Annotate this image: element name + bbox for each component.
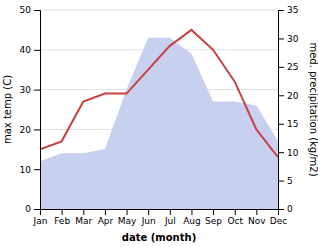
tick: Aug	[183, 209, 201, 226]
tick-label: 35	[287, 5, 298, 15]
tick: May	[118, 209, 137, 226]
y-axis: 0 10 20 30 40 50	[20, 5, 41, 214]
tick-label: 20	[20, 125, 32, 135]
tick-label: 10	[20, 165, 32, 175]
line	[40, 30, 278, 157]
tick: Sep	[205, 209, 222, 226]
tick: Jan	[33, 209, 48, 226]
grid	[40, 10, 278, 209]
tick-mark	[170, 209, 171, 215]
tick-mark	[148, 209, 149, 215]
tick: 0	[25, 204, 40, 214]
tick-label: Jul	[164, 216, 176, 226]
tick-label: 5	[287, 176, 293, 186]
tick-mark	[34, 129, 40, 130]
tick: 15	[278, 119, 298, 129]
tick: 10	[20, 165, 40, 175]
tick: Nov	[248, 209, 266, 226]
y2-axis: 0 5 10 15 20 25 30 35	[278, 5, 299, 214]
tick: 30	[20, 85, 40, 95]
tick-mark	[34, 169, 40, 170]
grid-line	[40, 10, 278, 11]
tick-mark	[278, 10, 284, 11]
tick-mark	[235, 209, 236, 215]
tick: 20	[20, 125, 40, 135]
tick-mark	[34, 90, 40, 91]
tick-mark	[278, 95, 284, 96]
tick-label: Jan	[33, 216, 48, 226]
tick: 0	[278, 204, 293, 214]
x-axis-title: date (month)	[122, 232, 196, 243]
tick-mark	[278, 152, 284, 153]
tick: Dec	[270, 209, 287, 226]
tick-mark	[62, 209, 63, 215]
tick-label: 15	[287, 119, 298, 129]
tick-mark	[34, 50, 40, 51]
tick-label: Mar	[75, 216, 92, 226]
tick-mark	[278, 181, 284, 182]
tick-mark	[278, 67, 284, 68]
tick-mark	[34, 10, 40, 11]
tick-label: Jun	[141, 216, 156, 226]
tick-mark	[191, 209, 192, 215]
tick: Mar	[75, 209, 92, 226]
tick-mark	[105, 209, 106, 215]
tick-label: 20	[287, 91, 299, 101]
tick: Oct	[227, 209, 243, 226]
axis-line	[34, 11, 41, 210]
tick-label: Aug	[183, 216, 201, 226]
marks	[40, 30, 278, 209]
tick-label: Dec	[270, 216, 287, 226]
tick-label: Feb	[54, 216, 70, 226]
tick-mark	[127, 209, 128, 215]
plot: JanFebMarAprMayJunJulAugSepOctNovDec0102…	[20, 5, 299, 226]
tick-label: May	[118, 216, 137, 226]
x-axis: Jan Feb Mar Apr May Jun Jul Aug Sep Oct Nov Dec	[33, 209, 288, 226]
axis-line	[41, 210, 279, 216]
tick: 10	[278, 148, 299, 158]
tick-mark	[278, 209, 284, 210]
tick: Apr	[98, 209, 114, 226]
tick-label: 0	[287, 204, 293, 214]
tick-label: Nov	[248, 216, 266, 226]
chart: JanFebMarAprMayJunJulAugSepOctNovDec0102…	[0, 0, 318, 247]
tick-mark	[213, 209, 214, 215]
tick: 35	[278, 5, 298, 15]
tick-label: 30	[287, 34, 299, 44]
tick: 5	[278, 176, 293, 186]
tick-label: 30	[20, 85, 32, 95]
tick-label: Sep	[205, 216, 222, 226]
tick-label: 25	[287, 62, 298, 72]
tick: Jul	[164, 209, 176, 226]
tick-label: Apr	[98, 216, 114, 226]
tick-label: 50	[20, 5, 32, 15]
tick-label: 0	[25, 204, 31, 214]
area	[40, 38, 278, 209]
y2-axis-title: med. precipitation (kg/m2)	[308, 42, 318, 176]
tick: 50	[20, 5, 40, 15]
tick-mark	[278, 38, 284, 39]
axis-line	[279, 11, 285, 210]
y-axis-title: max temp (C)	[2, 75, 13, 144]
tick: Jun	[141, 209, 156, 226]
tick-mark	[256, 209, 257, 215]
tick: 20	[278, 91, 299, 101]
tick: 40	[20, 45, 40, 55]
tick: 25	[278, 62, 298, 72]
tick-mark	[34, 209, 40, 210]
tick-label: Oct	[227, 216, 243, 226]
tick: 30	[278, 34, 299, 44]
tick-label: 10	[287, 148, 299, 158]
tick-mark	[278, 124, 284, 125]
tick-label: 40	[20, 45, 32, 55]
tick: Feb	[54, 209, 70, 226]
tick-mark	[83, 209, 84, 215]
